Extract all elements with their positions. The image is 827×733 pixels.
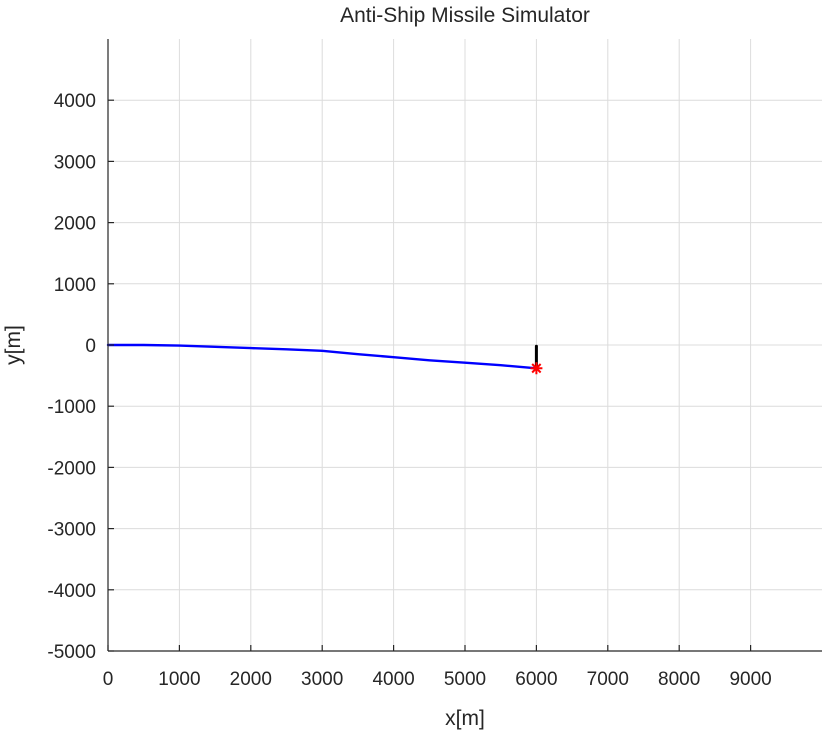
x-tick-label: 4000 (372, 669, 414, 690)
missile-trajectory-line (106, 343, 538, 370)
y-tick-label: 3000 (54, 152, 96, 173)
x-tick-label: 8000 (658, 669, 700, 690)
x-tick-label: 6000 (515, 669, 557, 690)
x-tick-label: 2000 (230, 669, 272, 690)
y-tick-label: 4000 (54, 91, 96, 112)
y-tick-label: -2000 (47, 458, 96, 479)
x-tick-label: 0 (103, 669, 114, 690)
x-tick-labels: 0 1000 2000 3000 4000 5000 6000 7000 8000 9000 (103, 669, 772, 690)
impact-marker (530, 362, 543, 375)
y-tick-label: 2000 (54, 214, 96, 235)
chart-title: Anti-Ship Missile Simulator (340, 4, 590, 27)
x-tick-label: 3000 (301, 669, 343, 690)
y-tick-label: -5000 (47, 642, 96, 663)
marker-layer (530, 362, 543, 375)
y-tick-label: -1000 (47, 397, 96, 418)
x-axis-label: x[m] (445, 707, 485, 730)
axes (107, 39, 822, 652)
grid (108, 39, 822, 651)
y-tick-label: 1000 (54, 275, 96, 296)
y-tick-label: -4000 (47, 581, 96, 602)
x-tick-label: 1000 (158, 669, 200, 690)
y-tick-label: 0 (85, 336, 96, 357)
x-tick-label: 9000 (729, 669, 771, 690)
x-tick-label: 5000 (444, 669, 486, 690)
y-axis-label: y[m] (2, 325, 25, 365)
impact-marker-stroke (531, 363, 542, 374)
x-tick-label: 7000 (587, 669, 629, 690)
y-tick-label: -3000 (47, 520, 96, 541)
y-tick-labels: 4000 3000 2000 1000 0 -1000 -2000 -3000 -4000 -50… (47, 91, 96, 663)
